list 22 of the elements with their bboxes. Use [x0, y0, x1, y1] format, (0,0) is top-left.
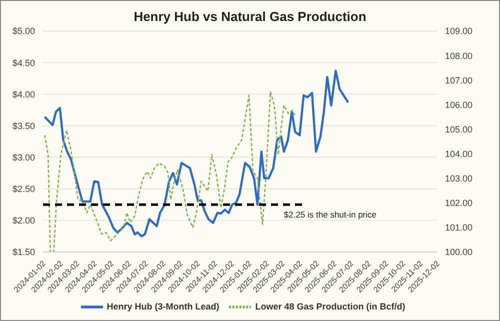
y2-tick-label: 108.00 [445, 50, 473, 61]
y-tick-label: $1.50 [12, 247, 35, 258]
y2-tick-label: 104.00 [445, 148, 473, 159]
legend-label: Lower 48 Gas Production (in Bcf/d) [255, 301, 406, 312]
y-tick-label: $4.50 [12, 58, 35, 68]
y2-tick-label: 101.00 [445, 222, 473, 233]
y-tick-label: $2.00 [12, 216, 35, 226]
y2-tick-label: 100.00 [445, 247, 473, 258]
y2-tick-label: 105.00 [445, 124, 473, 134]
y-tick-label: $5.00 [12, 26, 35, 36]
y2-tick-label: 107.00 [445, 75, 473, 86]
y-tick-label: $2.50 [12, 184, 35, 194]
y-tick-label: $3.50 [12, 120, 35, 131]
chart-title: Henry Hub vs Natural Gas Production [132, 9, 368, 24]
y2-tick-label: 102.00 [445, 198, 473, 208]
y2-tick-label: 103.00 [445, 174, 473, 184]
legend-label: Henry Hub (3-Month Lead) [106, 301, 220, 312]
y2-tick-label: 109.00 [445, 26, 473, 36]
y2-tick-label: 106.00 [445, 100, 473, 110]
annotation: $2.25 is the shut-in price [284, 210, 377, 220]
y-tick-label: $4.00 [12, 89, 35, 100]
y-tick-label: $3.00 [12, 152, 35, 162]
